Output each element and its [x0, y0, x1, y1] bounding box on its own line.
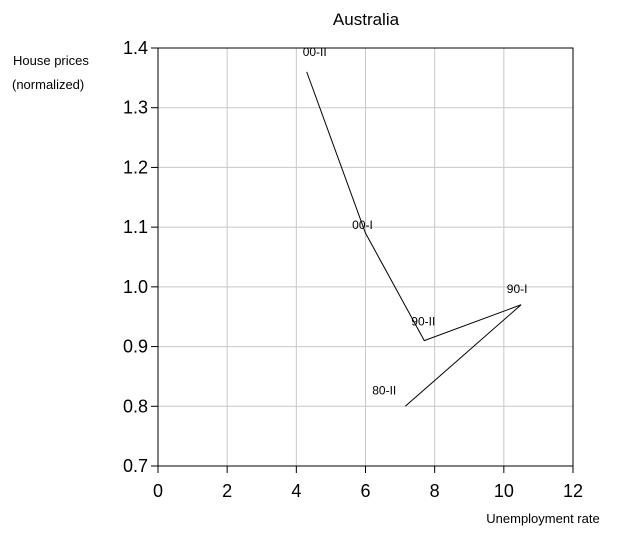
x-tick-label: 4 [291, 481, 301, 501]
point-label: 80-II [372, 383, 396, 397]
point-label: 00-II [303, 45, 327, 59]
y-tick-label: 1.2 [123, 157, 148, 177]
point-label: 90-II [411, 315, 435, 329]
x-tick-label: 8 [430, 481, 440, 501]
point-label: 00-I [352, 218, 373, 232]
x-tick-label: 6 [360, 481, 370, 501]
y-tick-label: 0.7 [123, 456, 148, 476]
series-line [306, 71, 522, 407]
x-tick-label: 10 [494, 481, 514, 501]
x-tick-label: 2 [222, 481, 232, 501]
axes-layer: 0 2 4 6 8 10 12 0.7 0.8 0.9 1.0 1.1 1.2 1.3 1.4 [123, 38, 583, 501]
y-tick-label: 1.1 [123, 217, 148, 237]
y-tick-label: 1.4 [123, 38, 148, 58]
y-axis-label-line-2: (normalized) [12, 77, 84, 92]
y-axis-label-line-1: House prices [13, 53, 89, 68]
labels-layer: 80-II 90-I 90-II 00-I 00-II [303, 45, 528, 397]
x-axis-label: Unemployment rate [486, 511, 599, 526]
chart-title: Australia [333, 10, 400, 29]
x-tick-label: 0 [153, 481, 163, 501]
grid-layer [158, 48, 573, 466]
y-tick-label: 1.3 [123, 98, 148, 118]
y-tick-label: 0.9 [123, 337, 148, 357]
x-tick-label: 12 [563, 481, 583, 501]
y-tick-label: 0.8 [123, 396, 148, 416]
point-label: 90-I [507, 282, 528, 296]
series-layer [306, 71, 522, 407]
y-tick-label: 1.0 [123, 277, 148, 297]
